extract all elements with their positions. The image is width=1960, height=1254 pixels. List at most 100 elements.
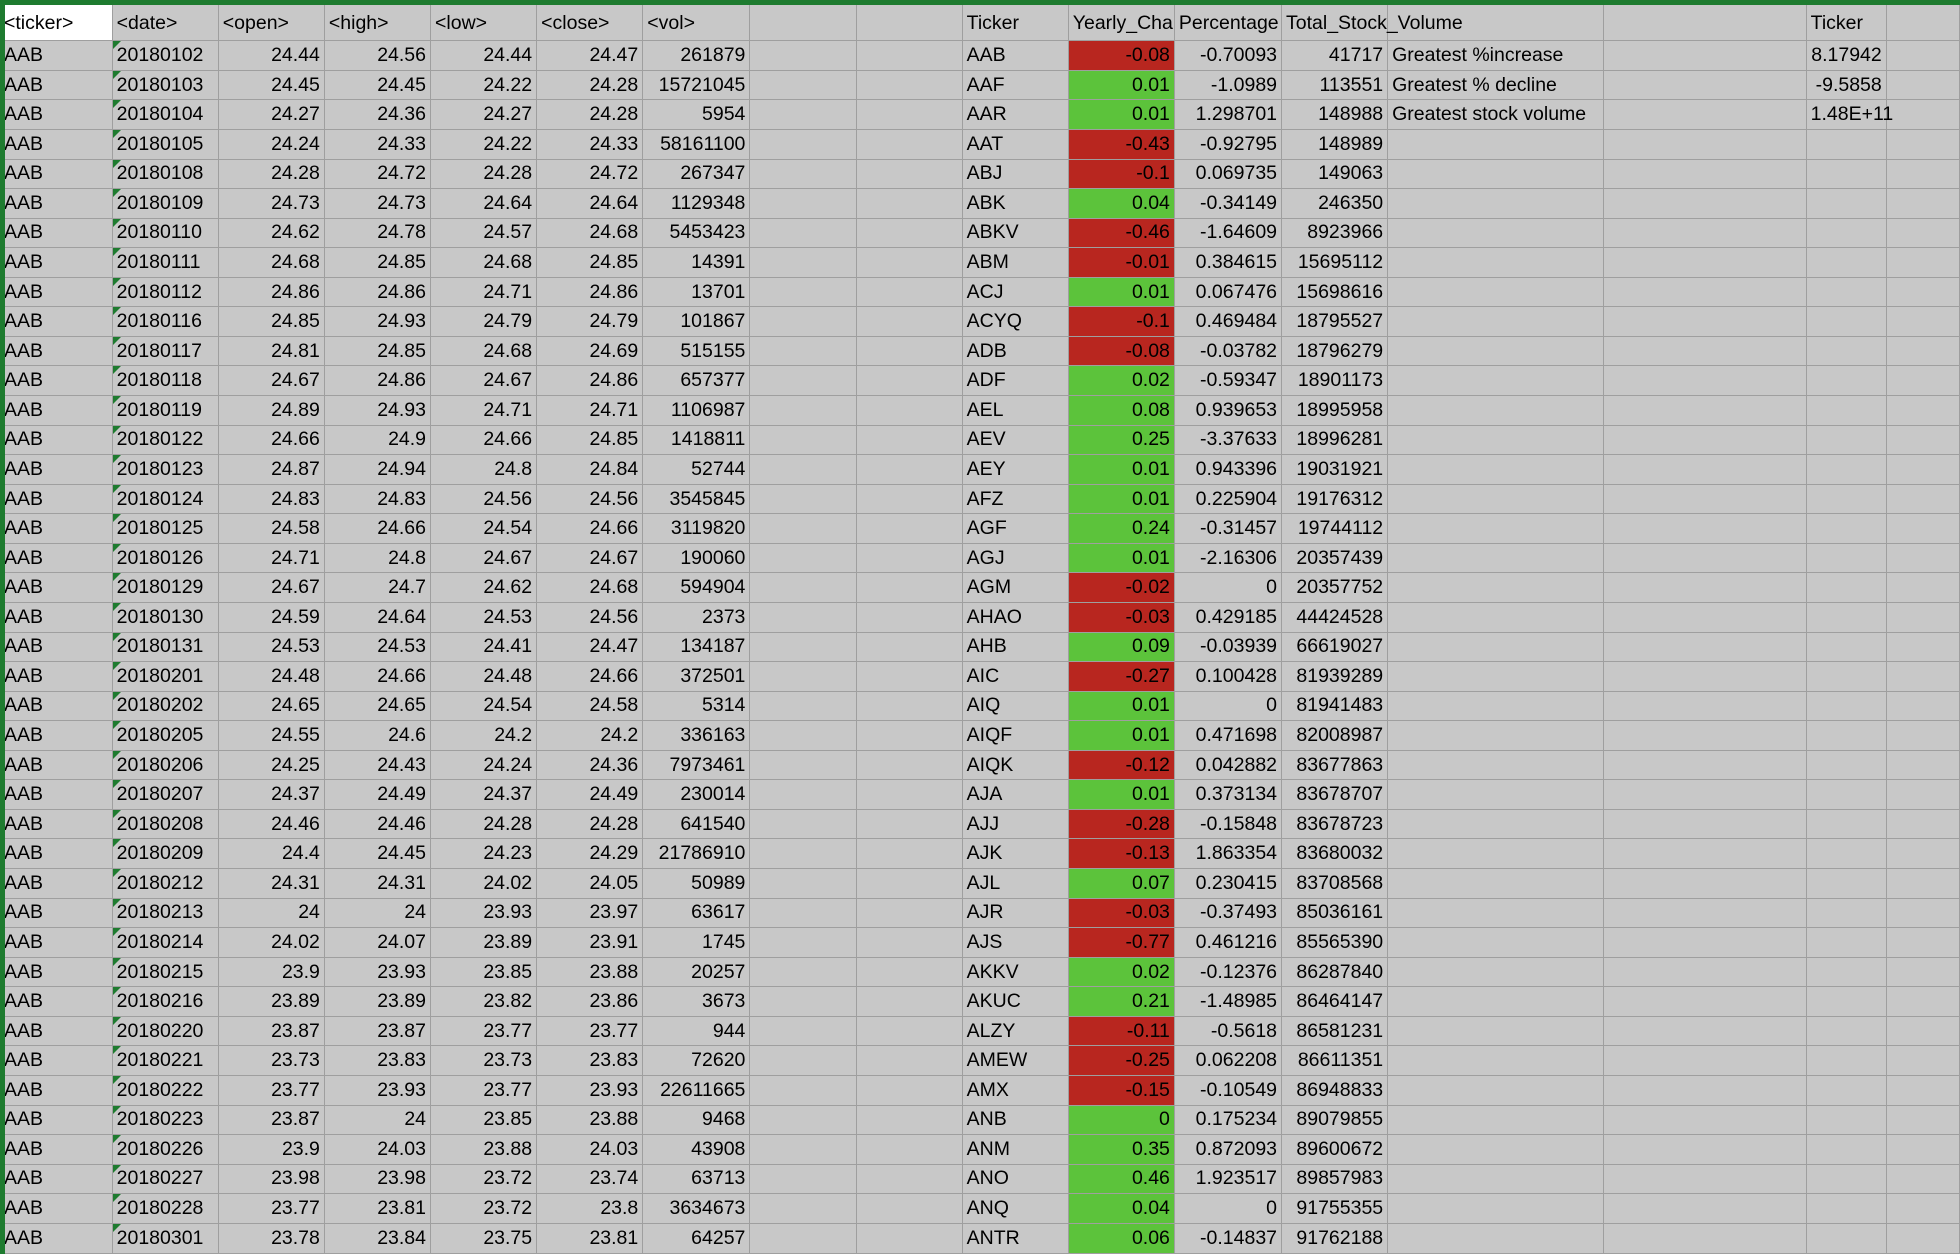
cell[interactable] (1387, 543, 1605, 574)
date-cell[interactable]: 20180110 (112, 218, 219, 249)
cell[interactable] (1603, 927, 1807, 958)
cell[interactable] (1387, 838, 1605, 870)
cell[interactable]: 24.73 (218, 188, 325, 219)
ticker-cell[interactable]: AAB (0, 336, 113, 367)
cell[interactable] (1806, 809, 1887, 840)
greatest-label-cell[interactable]: Greatest % decline (1387, 70, 1605, 101)
ticker-cell[interactable]: AAB (0, 1105, 113, 1136)
cell[interactable] (1886, 1075, 1960, 1106)
cell[interactable] (1886, 572, 1960, 603)
total-volume-cell[interactable]: 86611351 (1281, 1045, 1389, 1076)
cell[interactable] (1603, 1045, 1807, 1076)
cell[interactable] (749, 898, 857, 929)
cell[interactable] (1886, 484, 1960, 515)
cell[interactable] (1603, 159, 1807, 190)
ticker-cell[interactable]: AAB (0, 543, 113, 574)
cell[interactable]: 336163 (642, 720, 751, 751)
cell[interactable]: 24.24 (430, 750, 538, 781)
summary-ticker-cell[interactable]: AMX (962, 1075, 1069, 1106)
cell[interactable]: 23.88 (536, 957, 644, 988)
cell[interactable] (1603, 1016, 1807, 1047)
cell[interactable] (749, 484, 857, 515)
cell[interactable] (1886, 513, 1960, 544)
cell[interactable]: 24.64 (430, 188, 538, 219)
cell[interactable] (1603, 750, 1807, 781)
cell[interactable]: 24.86 (536, 277, 644, 308)
cell[interactable]: 24.46 (324, 809, 432, 840)
cell[interactable] (1886, 1045, 1960, 1076)
cell[interactable]: 24.66 (536, 513, 644, 544)
cell[interactable] (856, 40, 963, 71)
cell[interactable]: 24.53 (430, 602, 538, 633)
percentage-cell[interactable]: -2.16306 (1174, 543, 1283, 574)
cell[interactable]: 23.93 (430, 898, 538, 929)
cell[interactable] (856, 1075, 963, 1106)
ticker-cell[interactable]: AAB (0, 99, 113, 130)
yearly-change-cell[interactable]: 0.02 (1068, 957, 1175, 988)
yearly-change-cell[interactable]: -0.1 (1068, 159, 1175, 190)
yearly-change-cell[interactable]: 0.35 (1068, 1134, 1175, 1165)
cell[interactable]: 24.66 (324, 661, 432, 692)
percentage-cell[interactable]: 0.384615 (1174, 247, 1283, 278)
date-cell[interactable]: 20180215 (112, 957, 219, 988)
ticker-cell[interactable]: AAB (0, 927, 113, 958)
summary-ticker-cell[interactable]: ANB (962, 1105, 1069, 1136)
total-volume-cell[interactable]: 18796279 (1281, 336, 1389, 367)
cell[interactable] (856, 809, 963, 840)
ticker-cell[interactable]: AAB (0, 1045, 113, 1076)
ticker-cell[interactable]: AAB (0, 513, 113, 544)
total-volume-cell[interactable]: 83677863 (1281, 750, 1389, 781)
cell[interactable] (1603, 365, 1807, 397)
percentage-cell[interactable]: 0.461216 (1174, 927, 1283, 958)
ticker-cell[interactable]: AAB (0, 779, 113, 810)
percentage-cell[interactable]: -1.64609 (1174, 218, 1283, 249)
summary-ticker-cell[interactable]: AIQK (962, 750, 1069, 781)
summary-ticker-cell[interactable]: AEY (962, 454, 1069, 485)
date-cell[interactable]: 20180201 (112, 661, 219, 692)
cell[interactable]: 24.87 (218, 454, 325, 485)
cell[interactable] (1886, 188, 1960, 219)
cell[interactable] (856, 543, 963, 574)
total-volume-cell[interactable]: 91762188 (1281, 1223, 1389, 1254)
date-cell[interactable]: 20180103 (112, 70, 219, 101)
cell[interactable]: 24.47 (536, 632, 644, 663)
cell[interactable]: 24.54 (430, 691, 538, 722)
cell[interactable] (856, 188, 963, 219)
cell[interactable]: 23.83 (536, 1045, 644, 1076)
total-volume-cell[interactable]: 86581231 (1281, 1016, 1389, 1047)
cell[interactable] (1886, 868, 1960, 899)
cell[interactable]: 24.45 (324, 838, 432, 870)
cell[interactable] (856, 602, 963, 633)
cell[interactable] (1603, 1105, 1807, 1136)
cell[interactable]: 24.05 (536, 868, 644, 899)
cell[interactable]: 24.33 (324, 129, 432, 160)
date-cell[interactable]: 20180102 (112, 40, 219, 71)
cell[interactable] (1806, 691, 1887, 722)
cell[interactable]: 24.44 (218, 40, 325, 71)
date-cell[interactable]: 20180202 (112, 691, 219, 722)
cell[interactable] (1886, 632, 1960, 663)
yearly-change-cell[interactable]: -0.03 (1068, 898, 1175, 929)
cell[interactable]: 24.65 (218, 691, 325, 722)
cell[interactable]: 24.56 (430, 484, 538, 515)
cell[interactable] (1387, 957, 1605, 988)
total-volume-cell[interactable]: 18996281 (1281, 425, 1389, 456)
yearly-change-cell[interactable]: 0.04 (1068, 1193, 1175, 1224)
summary-ticker-cell[interactable]: AEV (962, 425, 1069, 456)
cell[interactable] (749, 159, 857, 190)
cell[interactable]: 9468 (642, 1105, 751, 1136)
ticker-cell[interactable]: AAB (0, 691, 113, 722)
cell[interactable] (749, 454, 857, 485)
cell[interactable]: 24.36 (536, 750, 644, 781)
percentage-cell[interactable]: 1.863354 (1174, 838, 1283, 870)
cell[interactable]: 24 (324, 898, 432, 929)
cell[interactable]: 24.85 (536, 247, 644, 278)
ticker-cell[interactable]: AAB (0, 868, 113, 899)
cell[interactable] (1603, 247, 1807, 278)
cell[interactable]: 63713 (642, 1164, 751, 1195)
greatest-label-cell[interactable]: Greatest %increase (1387, 40, 1605, 71)
cell[interactable]: 24.83 (218, 484, 325, 515)
percentage-cell[interactable]: -0.70093 (1174, 40, 1283, 71)
date-cell[interactable]: 20180130 (112, 602, 219, 633)
column-header-cell[interactable] (749, 0, 857, 42)
